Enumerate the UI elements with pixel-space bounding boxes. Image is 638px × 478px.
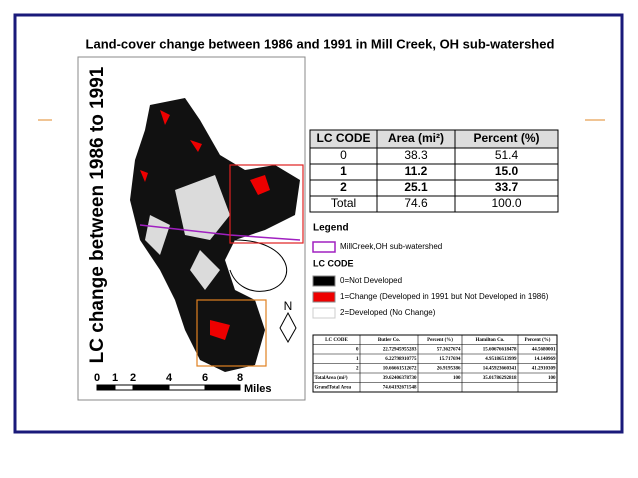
scale-segment	[168, 384, 206, 391]
scale-label: 4	[166, 372, 173, 384]
legend-swatch	[312, 291, 336, 303]
table-cell: 39.62406378730	[383, 376, 417, 381]
table-cell: 15.717694	[439, 357, 461, 362]
table-cell: GrandTotal Area	[315, 385, 352, 390]
scale-label: 2	[130, 372, 136, 384]
table-cell: 100.0	[491, 196, 521, 210]
map-developed	[145, 175, 230, 290]
scale-label: 6	[202, 372, 208, 384]
north-arrow	[279, 311, 297, 344]
table-cell: 2	[356, 366, 359, 371]
table-cell: 51.4	[495, 148, 519, 162]
table-header: Percent (%)	[473, 131, 539, 145]
table-cell: 38.3	[404, 148, 428, 162]
table-cell: 26.9195386	[437, 366, 461, 371]
table-cell: 2	[340, 180, 347, 194]
legend-label: MillCreek,OH sub-watershed	[340, 242, 442, 251]
map-region	[130, 98, 300, 372]
legend-label: 0=Not Developed	[340, 276, 402, 285]
table-cell: 33.7	[495, 180, 519, 194]
table-cell: 14.140969	[534, 357, 556, 362]
outline	[229, 239, 287, 292]
table-cell: 74.64192671548	[383, 385, 417, 390]
table-cell: 100	[453, 376, 461, 381]
north-label: N	[284, 299, 293, 313]
slide-border	[13, 13, 624, 434]
legend-title: Legend	[313, 223, 349, 234]
scale-segment	[114, 384, 134, 391]
scale-unit: Miles	[244, 383, 272, 395]
table-header: Percent (%)	[525, 338, 551, 343]
scale-label: 8	[237, 372, 243, 384]
legend-label: 1=Change (Developed in 1991 but Not Deve…	[340, 292, 549, 301]
table-header: LC CODE	[317, 131, 371, 145]
table-cell: 22.72945955283	[383, 347, 417, 352]
scale-segment	[204, 384, 241, 391]
table-cell: 74.6	[404, 196, 428, 210]
table-cell: 6.22798910775	[385, 357, 417, 362]
table-cell: 41.2910309	[532, 366, 556, 371]
table-header: Butler Co.	[378, 338, 401, 343]
table-cell: 0	[356, 347, 359, 352]
highlight-box	[229, 164, 304, 244]
table-cell: 57.3627674	[437, 347, 461, 352]
vertical-label: LC change between 1986 to 1991	[87, 66, 108, 363]
table-cell: TotalArea (mi²)	[315, 375, 348, 381]
scale-segment	[96, 384, 116, 391]
table-cell: 1	[356, 357, 359, 362]
table-cell: 14.45923660341	[483, 366, 517, 371]
table-header: Hamilton Co.	[476, 338, 506, 343]
table-cell: 35.01786292818	[483, 376, 517, 381]
table-cell: 44.5680001	[532, 347, 556, 352]
scale-label: 1	[112, 372, 118, 384]
table-cell: 10.66661512672	[383, 366, 417, 371]
title: Land-cover change between 1986 and 1991 …	[86, 36, 555, 51]
table-cell: 100	[548, 376, 556, 381]
table-cell: 4.95186513999	[485, 357, 517, 362]
map	[130, 98, 304, 372]
table-cell: 11.2	[405, 164, 428, 178]
table-cell: 25.1	[404, 180, 428, 194]
scale-label: 0	[94, 372, 100, 384]
legend-swatch	[312, 275, 336, 287]
scale-segment	[132, 384, 170, 391]
highlight-box	[196, 299, 267, 367]
table-header: LC CODE	[325, 338, 348, 343]
legend-label: 2=Developed (No Change)	[340, 308, 436, 317]
table-cell: 1	[340, 164, 347, 178]
table-header: Percent (%)	[427, 338, 453, 343]
legend-swatch	[312, 241, 336, 253]
table-header: Area (mi²)	[388, 131, 444, 145]
legend-swatch	[312, 307, 336, 319]
table-cell: 15.0	[495, 164, 519, 178]
legend-subtitle: LC CODE	[313, 258, 354, 268]
table-cell: 15.60676618478	[483, 347, 517, 352]
table-cell: 0	[340, 148, 347, 162]
table-cell: Total	[331, 196, 356, 210]
